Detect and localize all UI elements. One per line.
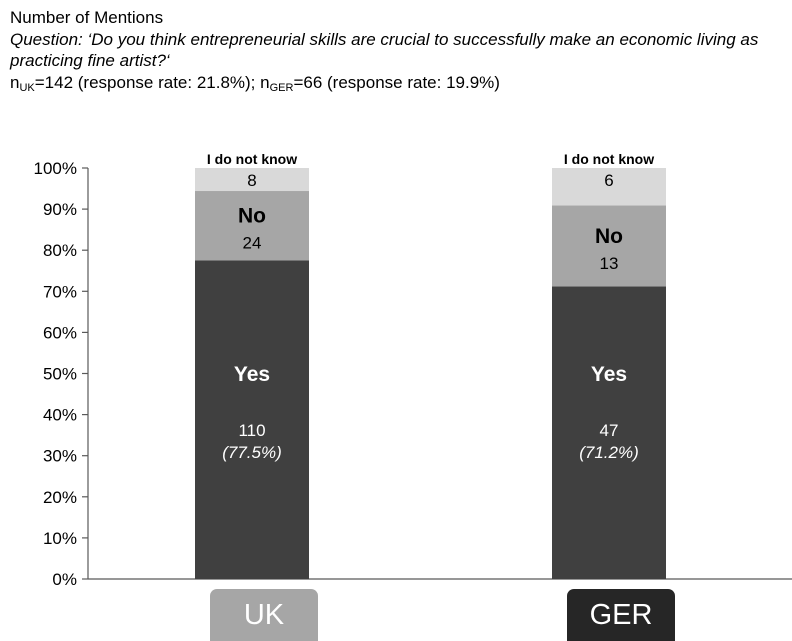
- bar-segment-i-do-not-know: [195, 168, 309, 192]
- n-ger-prefix: n: [260, 72, 270, 92]
- bar-segment-no: [552, 205, 666, 287]
- series-label-no: No: [595, 225, 623, 248]
- sample-size-line: nUK=142 (response rate: 21.8%); nGER=66 …: [10, 72, 792, 94]
- y-tick-label: 50%: [43, 365, 77, 384]
- n-uk-text: =142 (response rate: 21.8%);: [34, 72, 261, 92]
- bar-segment-yes: [195, 260, 309, 579]
- bar-segment-i-do-not-know: [552, 168, 666, 206]
- chart-title: Number of Mentions: [10, 8, 164, 27]
- y-tick-label: 20%: [43, 488, 77, 507]
- series-label-yes: Yes: [591, 363, 627, 386]
- y-tick-label: 70%: [43, 282, 77, 301]
- y-tick-label: 60%: [43, 323, 77, 342]
- survey-question: Question: ‘Do you think entrepreneurial …: [10, 29, 759, 71]
- data-label-percent: (77.5%): [222, 443, 282, 462]
- y-tick-label: 40%: [43, 406, 77, 425]
- series-label-no: No: [238, 205, 266, 228]
- y-tick-label: 80%: [43, 241, 77, 260]
- n-ger-text: =66 (response rate: 19.9%): [293, 72, 500, 92]
- n-ger-sub: GER: [269, 81, 294, 94]
- y-tick-label: 0%: [52, 570, 77, 589]
- y-tick-label: 100%: [34, 159, 77, 178]
- series-label-yes: Yes: [234, 363, 270, 386]
- y-tick-label: 30%: [43, 447, 77, 466]
- data-label-count: 47: [600, 421, 619, 440]
- data-label-count: 8: [247, 171, 256, 190]
- data-label-percent: (71.2%): [579, 443, 639, 462]
- y-tick-label: 10%: [43, 529, 77, 548]
- series-label-dont-know: I do not know: [207, 151, 297, 167]
- data-label-count: 6: [604, 171, 613, 190]
- data-label-count: 13: [600, 254, 619, 273]
- category-label-ger: GER: [567, 589, 675, 641]
- bar-segment-no: [195, 191, 309, 261]
- n-uk-prefix: n: [10, 72, 20, 92]
- y-tick-label: 90%: [43, 200, 77, 219]
- data-label-count: 110: [238, 421, 265, 440]
- series-label-dont-know: I do not know: [564, 151, 654, 167]
- chart-header: Number of Mentions Question: ‘Do you thi…: [10, 7, 792, 93]
- n-uk-sub: UK: [19, 81, 35, 94]
- bar-segment-yes: [552, 286, 666, 579]
- data-label-count: 24: [243, 234, 262, 253]
- category-label-uk: UK: [210, 589, 318, 641]
